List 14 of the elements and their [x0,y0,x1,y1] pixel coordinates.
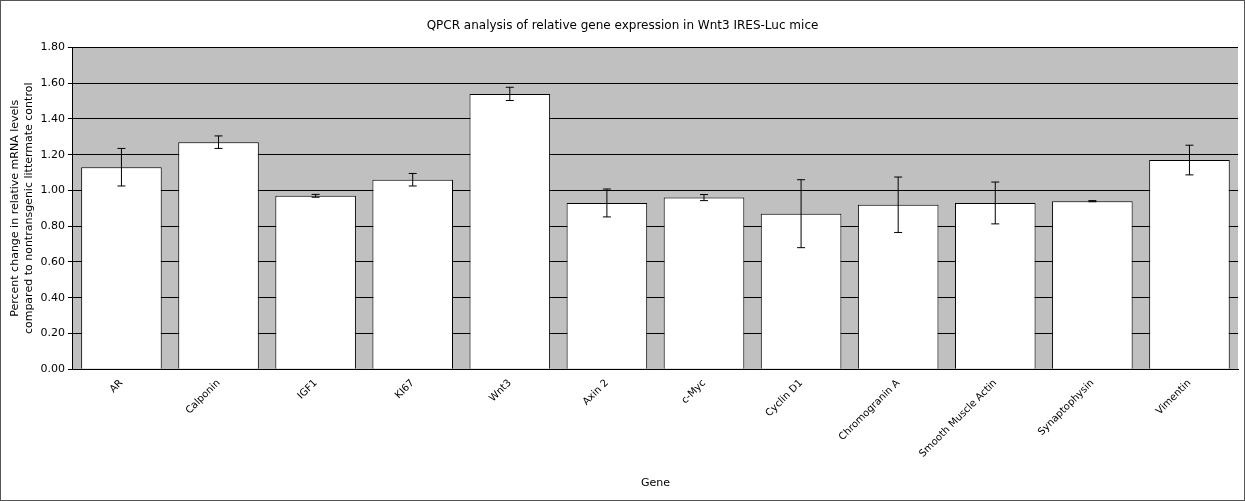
y-tick-label: 0.40 [40,290,65,304]
y-tick-label: 1.40 [40,111,65,125]
y-axis-title: Percent change in relative mRNA levels compared to nontransgenic littermate control [8,82,35,335]
chart-title: QPCR analysis of relative gene expression in Wnt3 IRES-Luc mice [426,18,819,33]
y-tick-label: 0.20 [40,326,65,340]
y-tick-label: 1.60 [40,76,65,90]
y-tick-label: 1.00 [40,183,65,197]
x-axis-title: Gene [640,476,671,490]
y-tick-label: 1.80 [40,40,65,54]
y-tick-label: 0.00 [40,362,65,376]
x-tick-label: AR [107,376,125,395]
y-tick-label: 1.20 [40,147,65,161]
y-tick-label: 0.60 [40,254,65,268]
y-tick-label: 0.80 [40,219,65,233]
